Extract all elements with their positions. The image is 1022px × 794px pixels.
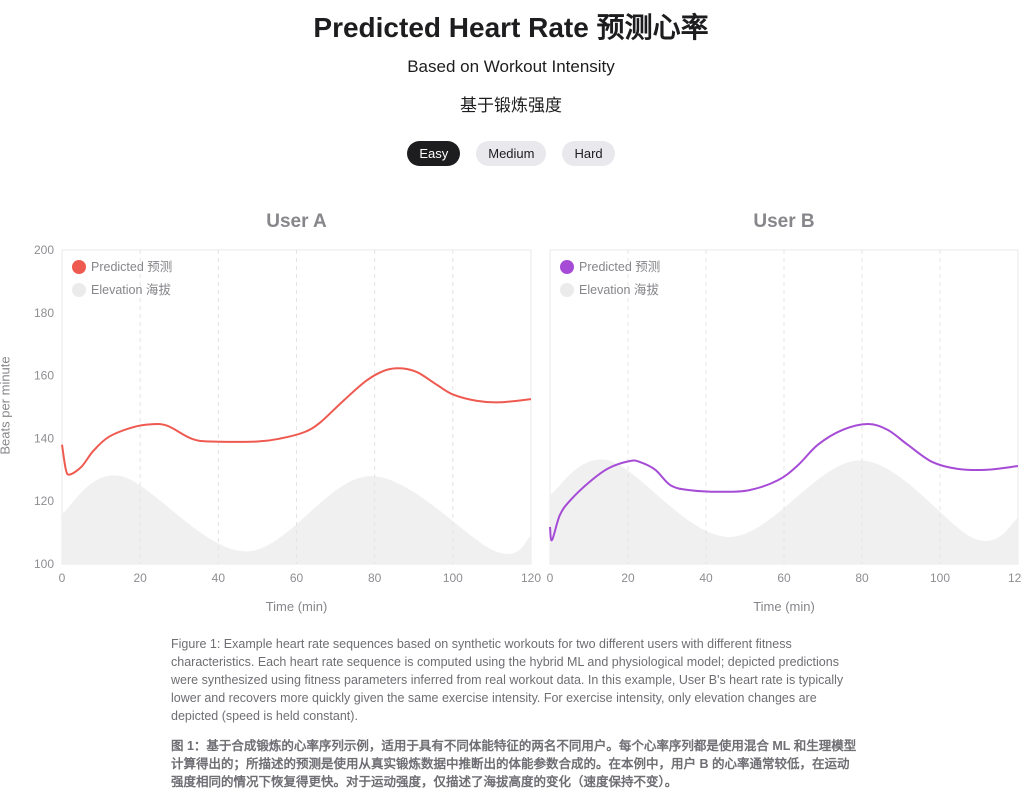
easy-button[interactable]: Easy [407, 141, 461, 166]
chart-title-user-b: User B [753, 211, 815, 232]
y-tick-label: 120 [34, 494, 54, 508]
legend-elevation-swatch [72, 283, 86, 297]
x-axis-label: Time (min) [266, 599, 328, 614]
caption-zh: 图 1：基于合成锻炼的心率序列示例，适用于具有不同体能特征的两名不同用户。每个心… [171, 739, 857, 789]
x-tick-label: 20 [621, 571, 635, 585]
x-tick-label: 40 [699, 571, 713, 585]
legend-predicted-label: Predicted 预测 [91, 260, 172, 274]
legend-predicted-swatch [72, 260, 86, 274]
chart-title-user-a: User A [266, 211, 327, 232]
x-tick-label: 0 [547, 571, 554, 585]
x-tick-label: 20 [133, 571, 147, 585]
y-tick-label: 140 [34, 431, 54, 445]
y-tick-label: 160 [34, 369, 54, 383]
y-tick-label: 100 [34, 557, 54, 571]
chart-0: 0 20 40 60 80 100 120 100 120 140 160 180 200 Time (m… [34, 243, 541, 614]
medium-button[interactable]: Medium [476, 141, 547, 166]
x-tick-label: 100 [443, 571, 463, 585]
caption-en: Figure 1: Example heart rate sequences b… [171, 637, 844, 723]
x-tick-label: 120 [521, 571, 541, 585]
x-axis-label: Time (min) [753, 599, 815, 614]
legend-elevation-label: Elevation 海拔 [579, 282, 659, 297]
legend-elevation-label: Elevation 海拔 [91, 282, 171, 297]
hard-button[interactable]: Hard [562, 141, 615, 166]
legend-elevation-swatch [560, 283, 574, 297]
page-title: Predicted Heart Rate 预测心率 [313, 12, 709, 43]
predicted-line [61, 367, 532, 476]
y-tick-label: 200 [34, 243, 54, 257]
elevation-area [62, 475, 531, 564]
elevation-area [550, 459, 1018, 564]
predicted-line [549, 422, 1019, 542]
legend-predicted-label: Predicted 预测 [579, 260, 660, 274]
legend-predicted-swatch [560, 260, 574, 274]
y-tick-label: 180 [34, 306, 54, 320]
x-tick-label: 80 [855, 571, 869, 585]
x-tick-label: 0 [59, 571, 66, 585]
x-tick-label: 80 [368, 571, 382, 585]
x-tick-label: 60 [777, 571, 791, 585]
x-tick-label: 100 [930, 571, 950, 585]
x-tick-label: 60 [290, 571, 304, 585]
subtitle-en: Based on Workout Intensity [407, 57, 615, 76]
x-tick-label: 120 [1008, 571, 1022, 585]
subtitle-zh: 基于锻炼强度 [460, 96, 562, 115]
chart-1: 0 20 40 60 80 100 120 Time (min) Predicted 预测 Ele… [547, 249, 1022, 614]
x-tick-label: 40 [212, 571, 226, 585]
intensity-selector: Easy Medium Hard [0, 141, 1022, 166]
